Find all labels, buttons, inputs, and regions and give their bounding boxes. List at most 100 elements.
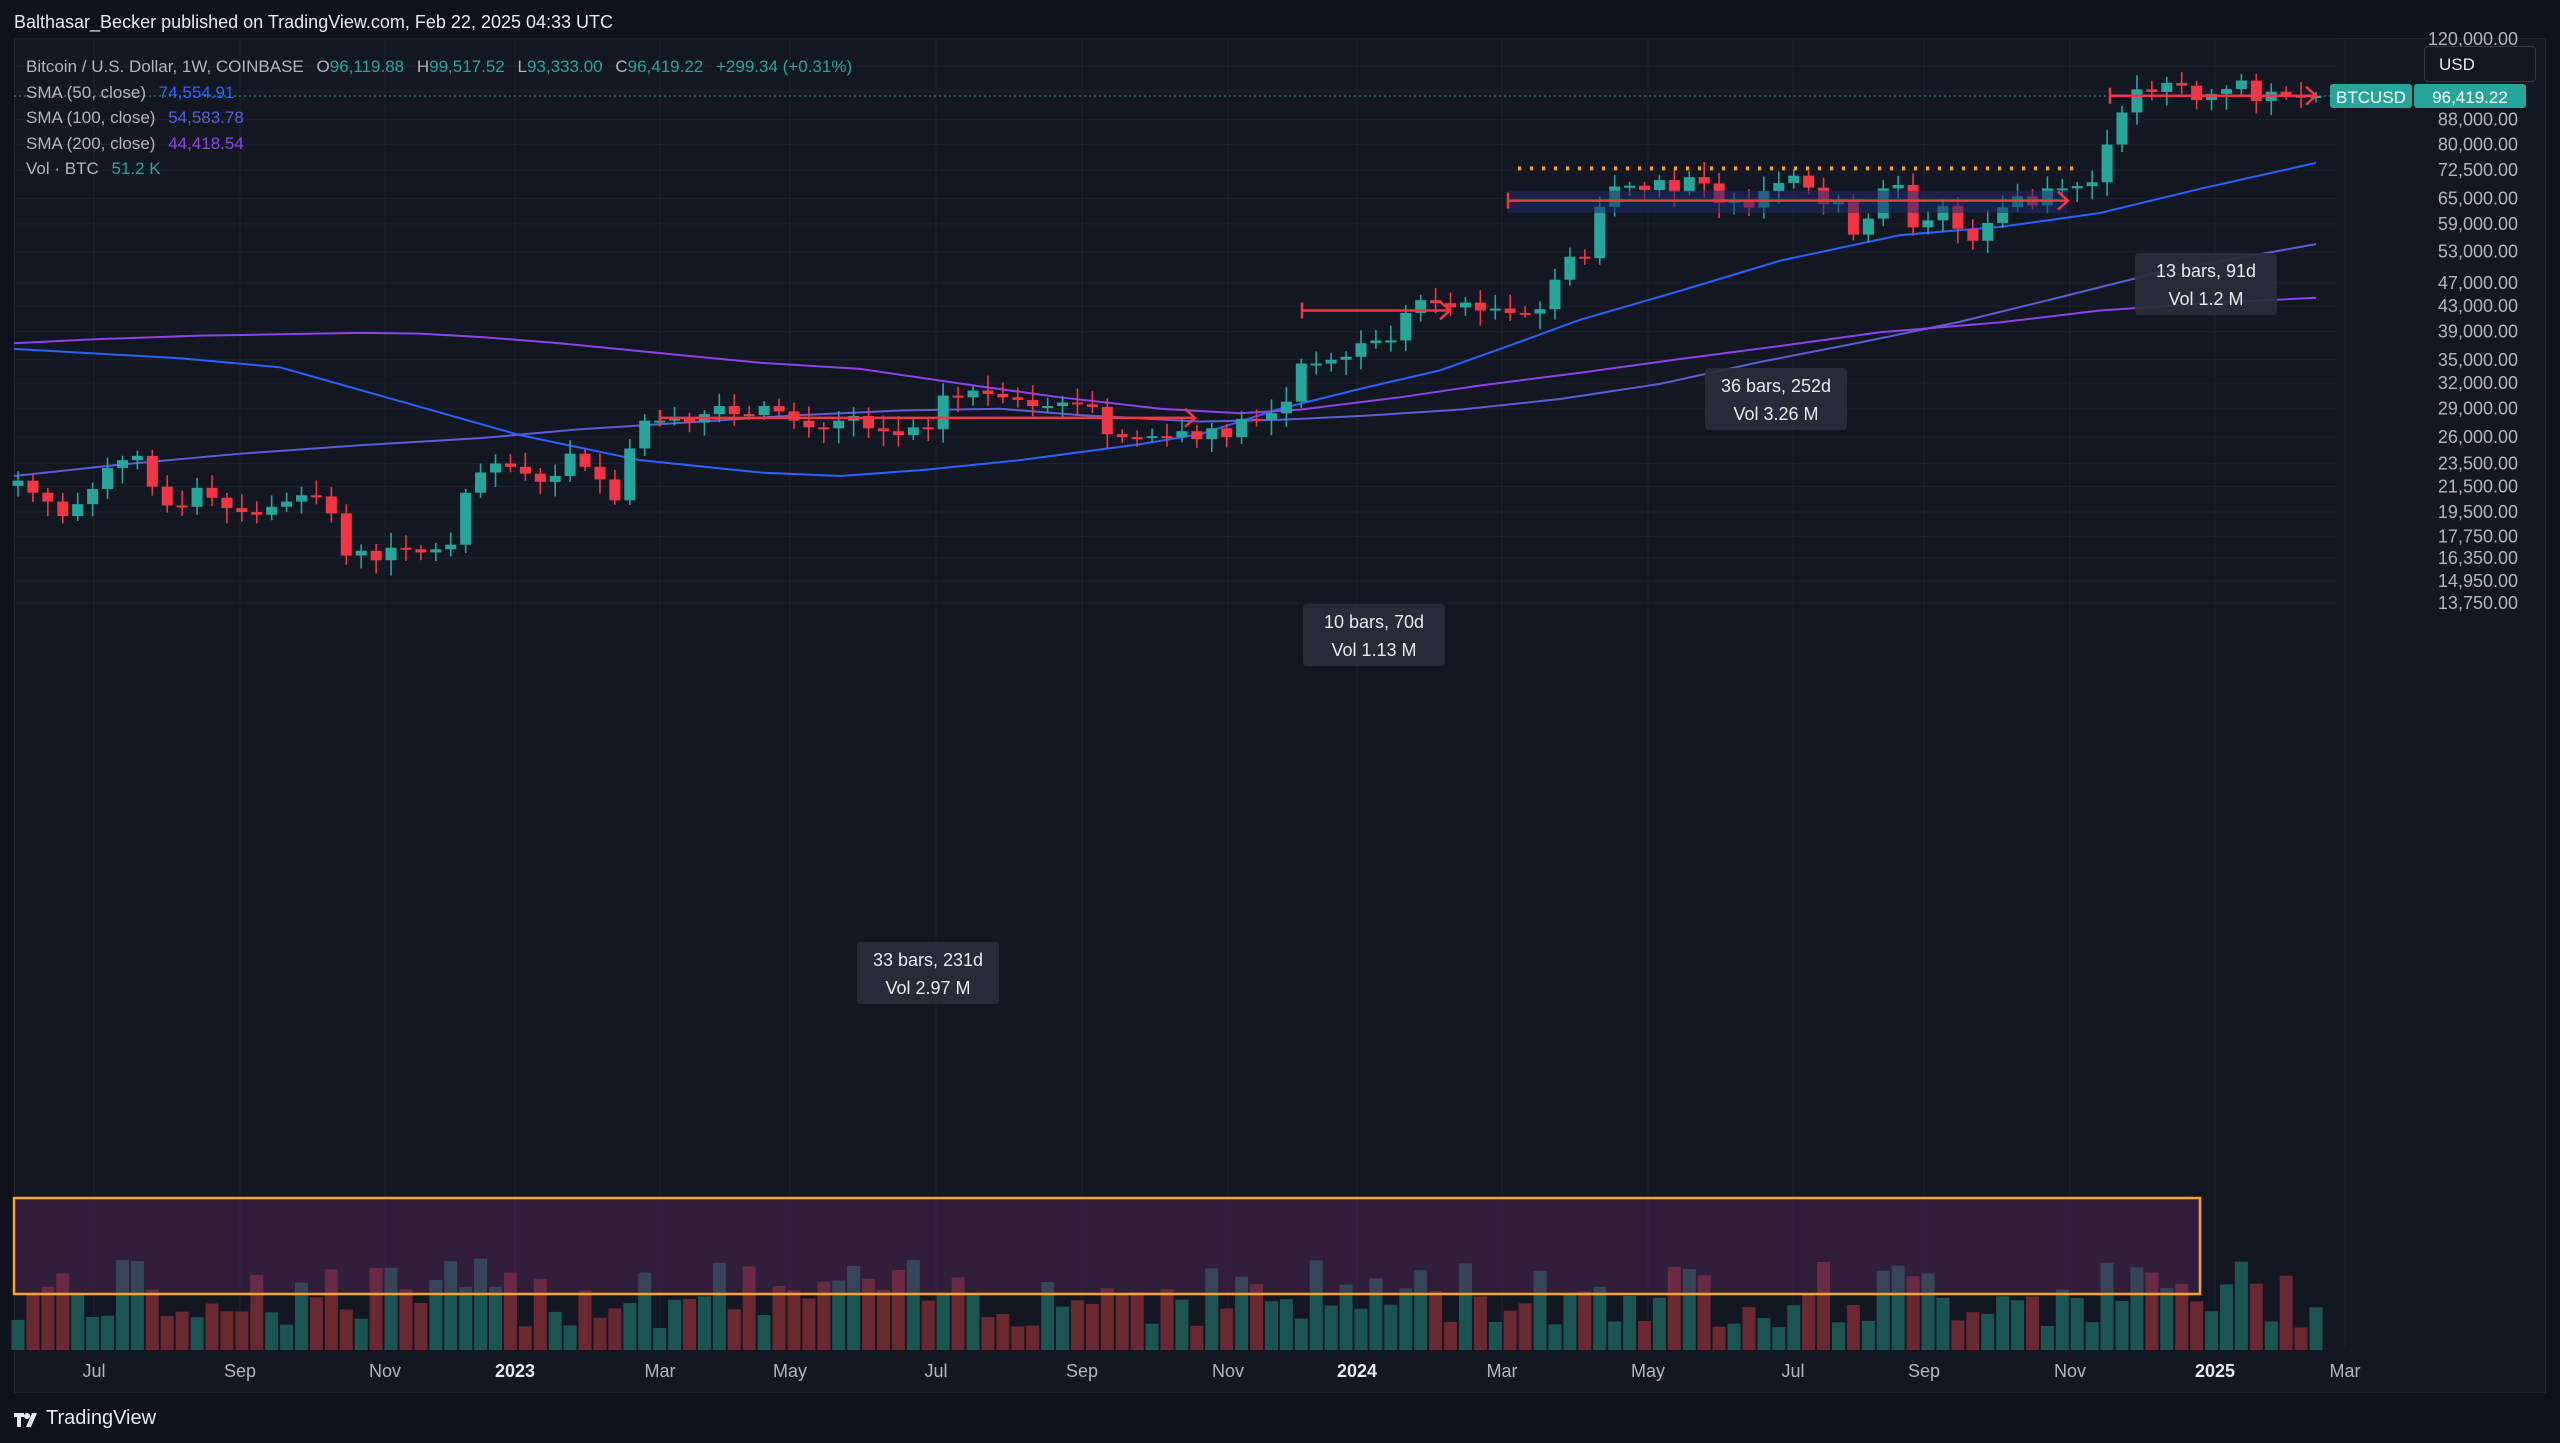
- legend-symbol-row[interactable]: Bitcoin / U.S. Dollar, 1W, COINBASE O96,…: [26, 54, 852, 80]
- volume-bar: [2175, 1283, 2189, 1350]
- price-tick-label: 26,000.00: [2438, 427, 2518, 447]
- candle-body: [1922, 220, 1934, 228]
- legend-volume-row[interactable]: Vol · BTC 51.2 K: [26, 156, 852, 182]
- candle-body: [2161, 82, 2173, 92]
- volume-bar: [2025, 1296, 2039, 1350]
- ohlc-open: 96,119.88: [329, 57, 405, 76]
- volume-bar: [832, 1280, 846, 1350]
- candle-body: [1847, 199, 1859, 235]
- volume-bar: [1488, 1321, 1502, 1350]
- candle-body: [1534, 309, 1546, 314]
- volume-bar: [772, 1285, 786, 1350]
- candle-body: [1042, 406, 1054, 409]
- candle-body: [803, 420, 815, 428]
- candle-body: [564, 453, 576, 476]
- volume-bar: [324, 1269, 338, 1350]
- volume-bar: [1458, 1263, 1472, 1350]
- volume-bar: [1966, 1312, 1980, 1350]
- volume-bar: [1026, 1325, 1040, 1350]
- candle-body: [549, 475, 561, 482]
- tradingview-logo[interactable]: TradingView: [14, 1407, 156, 1430]
- ohlc-low-label: L: [517, 57, 527, 76]
- candle-body: [370, 550, 382, 561]
- volume-bar: [1623, 1295, 1637, 1350]
- volume-bar: [1682, 1269, 1696, 1350]
- annotation-early-2024-box: [1303, 604, 1445, 666]
- candle-body: [176, 505, 188, 508]
- sma100-value: 54,583.78: [168, 108, 244, 127]
- volume-bar: [1160, 1289, 1174, 1350]
- volume-bar: [1205, 1268, 1219, 1350]
- annotations-layer: 33 bars, 231d Vol 2.97 M 10 bars, 70d Vol 1…: [658, 85, 2318, 1004]
- price-tick-label: 32,000.00: [2438, 373, 2518, 393]
- volume-bar: [503, 1272, 517, 1350]
- volume-bar: [354, 1318, 368, 1350]
- currency-selector[interactable]: USD: [2424, 46, 2536, 82]
- candle-body: [1415, 300, 1427, 313]
- volume-bar: [1802, 1293, 1816, 1350]
- volume-bar: [235, 1311, 249, 1350]
- volume-bar: [2085, 1322, 2099, 1350]
- time-tick-label: Nov: [2054, 1361, 2086, 1381]
- volume-bar: [2160, 1287, 2174, 1350]
- time-axis: Jul Sep Nov 2023 Mar May Jul Sep Nov 2024 Mar May Ju…: [82, 1361, 2360, 1381]
- range-2025-arrow: [2305, 85, 2318, 106]
- candle-body: [57, 501, 69, 517]
- legend-sma200-row[interactable]: SMA (200, close) 44,418.54: [26, 131, 852, 157]
- legend-sma50-row[interactable]: SMA (50, close) 74,554.91: [26, 80, 852, 106]
- volume-bar: [115, 1260, 129, 1350]
- candle-body: [1295, 363, 1307, 402]
- time-tick-label: Nov: [369, 1361, 401, 1381]
- candle-body: [296, 495, 308, 502]
- volume-bar: [697, 1296, 711, 1350]
- volume-bar: [578, 1290, 592, 1350]
- candle-body: [27, 480, 39, 493]
- volume-bar: [205, 1303, 219, 1350]
- annotation-2023-vol-text: Vol 2.97 M: [885, 978, 970, 998]
- volume-bar: [518, 1326, 532, 1350]
- range-2024-arrow: [2057, 190, 2070, 211]
- candle-body: [325, 496, 337, 514]
- candle-body: [266, 506, 278, 515]
- volume-bar: [787, 1290, 801, 1350]
- price-tick-label: 120,000.00: [2428, 29, 2518, 49]
- volume-bar: [2205, 1311, 2219, 1350]
- candle-body: [2176, 82, 2188, 86]
- chart-panel[interactable]: [14, 38, 2546, 1393]
- volume-bar: [429, 1279, 443, 1350]
- volume-bar: [1369, 1278, 1383, 1350]
- volume-bar: [1324, 1305, 1338, 1350]
- volume-bar: [608, 1308, 622, 1350]
- volume-bar: [1772, 1327, 1786, 1350]
- candle-body: [2131, 89, 2143, 113]
- volume-bar: [2130, 1267, 2144, 1350]
- price-tick-label: 21,500.00: [2438, 477, 2518, 497]
- annotation-2023-bars-text: 33 bars, 231d: [873, 950, 983, 970]
- price-tick-label: 29,000.00: [2438, 399, 2518, 419]
- candle-body: [1191, 431, 1203, 440]
- published-by-text: Balthasar_Becker published on TradingVie…: [14, 12, 614, 32]
- volume-bar: [2040, 1325, 2054, 1350]
- candle-body: [1086, 404, 1098, 407]
- candle-body: [1176, 431, 1188, 438]
- legend-sma100-row[interactable]: SMA (100, close) 54,583.78: [26, 105, 852, 131]
- volume-bar: [2055, 1289, 2069, 1350]
- volume-bar: [817, 1281, 831, 1350]
- volume-bar: [638, 1272, 652, 1350]
- volume-bar: [1115, 1294, 1129, 1350]
- legend-symbol: Bitcoin / U.S. Dollar, 1W, COINBASE: [26, 57, 304, 76]
- candle-body: [2250, 80, 2262, 101]
- volume-bar: [1041, 1281, 1055, 1350]
- volume-bar: [384, 1267, 398, 1350]
- candle-body: [773, 406, 785, 412]
- candle-body: [1937, 205, 1949, 221]
- volume-bar: [1981, 1313, 1995, 1350]
- volume-bar: [1250, 1284, 1264, 1350]
- volume-bar: [1264, 1301, 1278, 1350]
- volume-bar: [369, 1267, 383, 1350]
- volume-bar: [1414, 1270, 1428, 1350]
- volume-bar: [1056, 1306, 1070, 1350]
- volume-bar: [1070, 1300, 1084, 1350]
- volume-bar: [2249, 1283, 2263, 1350]
